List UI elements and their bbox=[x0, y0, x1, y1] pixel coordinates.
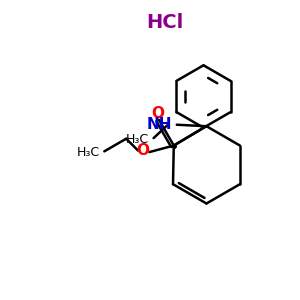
Text: NH: NH bbox=[147, 117, 172, 132]
Text: H₃C: H₃C bbox=[126, 133, 149, 146]
Text: O: O bbox=[151, 106, 164, 121]
Text: HCl: HCl bbox=[146, 13, 184, 32]
Text: H₃C: H₃C bbox=[77, 146, 100, 159]
Text: O: O bbox=[136, 143, 149, 158]
